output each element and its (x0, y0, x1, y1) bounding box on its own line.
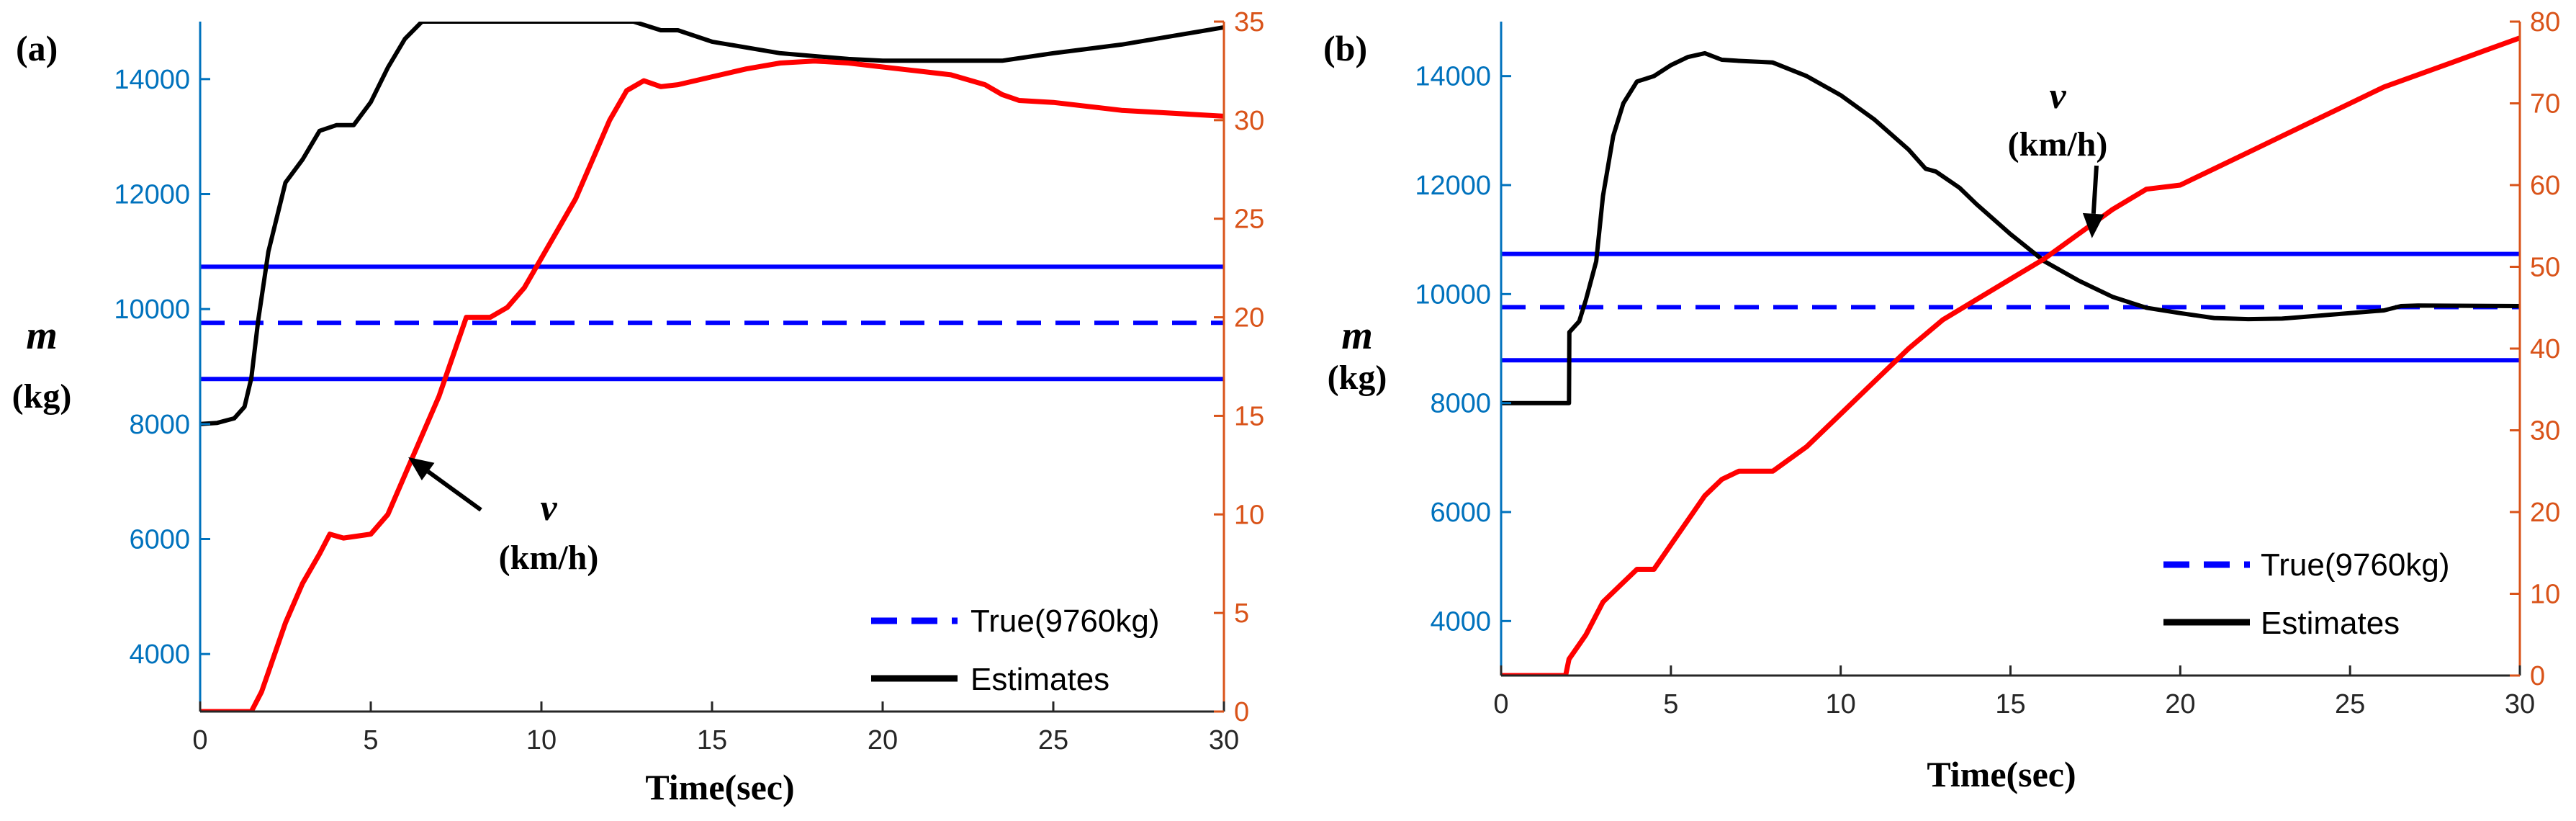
panel-a-speed-annotation: v (km/h) (408, 457, 598, 577)
panel-a-x-tick-label: 20 (868, 725, 898, 755)
panel-a-x-axis-title: Time(sec) (645, 767, 794, 807)
panel-b-series-estimates-line (1501, 50, 2520, 405)
panel-a-annotation-arrow (426, 470, 482, 512)
panel-a-legend-estimate-label: Estimates (970, 662, 1109, 697)
panel-b-right-tick-label: 30 (2530, 416, 2560, 447)
panel-b-x-tick-label: 20 (2165, 689, 2195, 719)
panel-a-x-tick-label: 15 (697, 725, 727, 755)
panel-a-legend-true-label: True(9760kg) (970, 604, 1160, 639)
panel-b-x-tick-label: 25 (2335, 689, 2365, 719)
panel-b-mass-unit: (kg) (1328, 359, 1387, 397)
panel-a-right-tick-label: 0 (1234, 697, 1249, 727)
panel-a-right-tick-label: 25 (1234, 205, 1264, 235)
panel-a-left-tick-label: 8000 (129, 410, 190, 440)
panel-a-x-tick-label: 0 (192, 725, 207, 755)
panel-b-right-tick-label: 50 (2530, 253, 2560, 283)
panel-b-left-tick-label: 6000 (1430, 498, 1491, 528)
panel-b-annotation-arrow (2091, 165, 2099, 215)
panel-a-annotation-unit: (km/h) (499, 539, 599, 577)
panel-b-legend-true-label: True(9760kg) (2261, 547, 2450, 583)
panel-a-series-layer (200, 22, 1224, 712)
panel-b-right-tick-label: 70 (2530, 89, 2560, 120)
panel-a-left-tick-label: 4000 (129, 640, 190, 670)
panel-a-mass-unit: (kg) (12, 377, 72, 416)
panel-b-annotation-unit: (km/h) (2008, 125, 2108, 163)
panel-b-right-tick-label: 80 (2530, 7, 2560, 37)
panel-a-left-tick-label: 6000 (129, 525, 190, 555)
panel-a: (a) m (kg) 0 5 10 15 20 25 30 4000 6000 8000 10000… (12, 7, 1265, 807)
panel-b-legend: True(9760kg) Estimates (2163, 547, 2450, 641)
panel-a-left-tick-label: 10000 (114, 295, 190, 325)
panel-a-right-tick-label: 30 (1234, 106, 1264, 136)
panel-a-label: (a) (16, 28, 58, 68)
panel-b-x-tick-label: 10 (1826, 689, 1856, 719)
panel-b-x-tick-label: 30 (2505, 689, 2535, 719)
panel-b-right-tick-label: 20 (2530, 498, 2560, 528)
panel-a-series-estimates-line (200, 22, 1224, 426)
panel-a-right-tick-label: 5 (1234, 598, 1249, 629)
panel-a-x-tick-label: 30 (1209, 725, 1239, 755)
panel-b-right-tick-label: 0 (2530, 661, 2545, 691)
panel-a-right-tick-label: 35 (1234, 7, 1264, 37)
panel-a-legend: True(9760kg) Estimates (871, 604, 1160, 697)
panel-b-annotation-symbol: v (2049, 76, 2066, 117)
panel-a-right-tick-label: 10 (1234, 500, 1264, 530)
panel-b-left-tick-label: 8000 (1430, 389, 1491, 419)
panel-b-left-tick-label: 12000 (1415, 171, 1491, 201)
panel-b-right-tick-label: 40 (2530, 334, 2560, 364)
panel-b-legend-estimate-label: Estimates (2261, 606, 2400, 641)
panel-a-x-tick-label: 25 (1038, 725, 1068, 755)
panel-a-series-v-line (200, 58, 1224, 712)
panel-a-x-tick-label: 5 (363, 725, 378, 755)
panel-b-x-tick-label: 15 (1995, 689, 2025, 719)
panel-b-arrowhead-icon (2082, 212, 2104, 238)
panel-a-x-tick-label: 10 (526, 725, 557, 755)
panel-b-plot-area: 0 5 10 15 20 25 30 4000 6000 8000 10000 12000 14000 0… (1415, 7, 2560, 719)
panel-a-annotation-symbol: v (540, 488, 557, 529)
panel-b-right-tick-label: 10 (2530, 580, 2560, 610)
panel-a-left-tick-label: 14000 (114, 65, 190, 95)
panel-a-right-tick-label: 20 (1234, 303, 1264, 333)
panel-b-right-tick-label: 60 (2530, 171, 2560, 201)
panel-b-left-tick-label: 14000 (1415, 62, 1491, 92)
panel-b-x-axis-title: Time(sec) (1927, 754, 2076, 794)
panel-b-mass-symbol: m (1341, 313, 1373, 358)
panel-a-left-tick-label: 12000 (114, 180, 190, 210)
panel-b-series-v-line (1501, 35, 2520, 676)
panel-b: (b) m (kg) 0 5 10 15 20 25 30 4000 6000 8000 10000… (1323, 7, 2560, 794)
panel-a-plot-area: 0 5 10 15 20 25 30 4000 6000 8000 10000 12000 14000 0… (114, 7, 1264, 755)
panel-b-label: (b) (1323, 28, 1367, 68)
panel-b-x-tick-label: 0 (1493, 689, 1508, 719)
panel-a-arrowhead-icon (408, 457, 435, 481)
panel-a-mass-symbol: m (26, 313, 58, 358)
panel-b-x-tick-label: 5 (1663, 689, 1678, 719)
panel-b-left-tick-label: 10000 (1415, 279, 1491, 310)
panel-b-left-tick-label: 4000 (1430, 606, 1491, 637)
panel-a-right-tick-label: 15 (1234, 401, 1264, 431)
panel-b-speed-annotation: v (km/h) (2008, 76, 2108, 238)
panel-b-series-layer (1501, 35, 2520, 676)
